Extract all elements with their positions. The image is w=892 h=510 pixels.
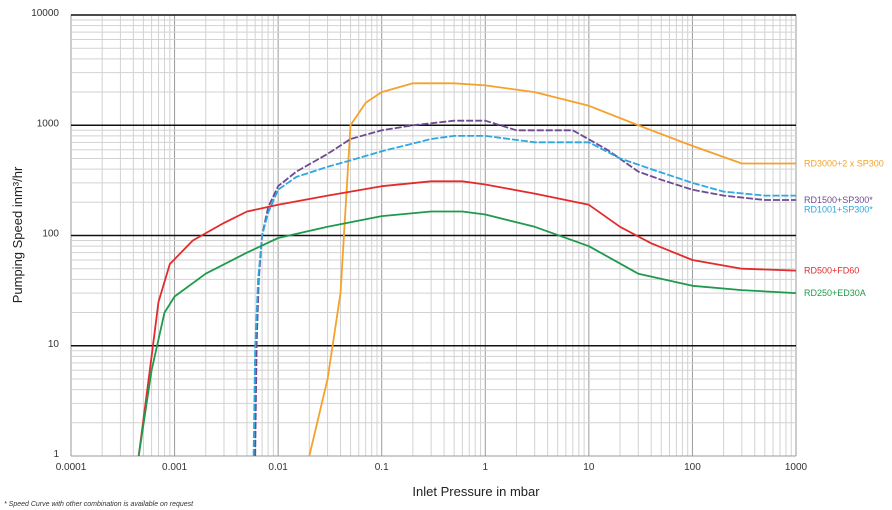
series-label: RD500+FD60 [804,266,859,276]
series-line [137,180,797,457]
y-tick-label: 1 [53,449,59,460]
x-tick-label: 0.1 [375,462,389,473]
x-tick-label: 1000 [785,462,808,473]
series-label: RD1500+SP300* [804,195,873,205]
series-label: RD3000+2 x SP300 [804,158,884,168]
series-line [252,135,796,457]
series-labels: RD3000+2 x SP300 RD1500+SP300*RD1001+SP30… [804,158,884,298]
y-tick-label: 100 [42,229,59,240]
y-tick-label: 10 [48,339,60,350]
x-axis-title: Inlet Pressure in mbar [412,484,540,499]
series-line [308,82,796,457]
x-tick-labels: 0.0001 0.001 0.01 0.1 1 10 100 1000 [56,462,808,473]
x-tick-label: 0.0001 [56,462,87,473]
x-tick-label: 100 [684,462,701,473]
y-tick-labels: 1 10 100 1000 10000 [31,8,59,460]
series-line [137,210,797,457]
series-label: RD250+ED30A [804,288,866,298]
y-axis-title: Pumping Speed inm³/hr [10,166,25,303]
grid [70,14,797,457]
x-tick-label: 0.001 [162,462,187,473]
footnote: * Speed Curve with other combination is … [4,501,194,508]
series-label: RD1001+SP300* [804,205,873,215]
x-tick-label: 1 [483,462,489,473]
x-tick-label: 0.01 [268,462,288,473]
x-tick-label: 10 [583,462,595,473]
y-tick-label: 1000 [37,118,60,129]
series-lines [137,82,797,457]
y-tick-label: 10000 [31,8,59,19]
